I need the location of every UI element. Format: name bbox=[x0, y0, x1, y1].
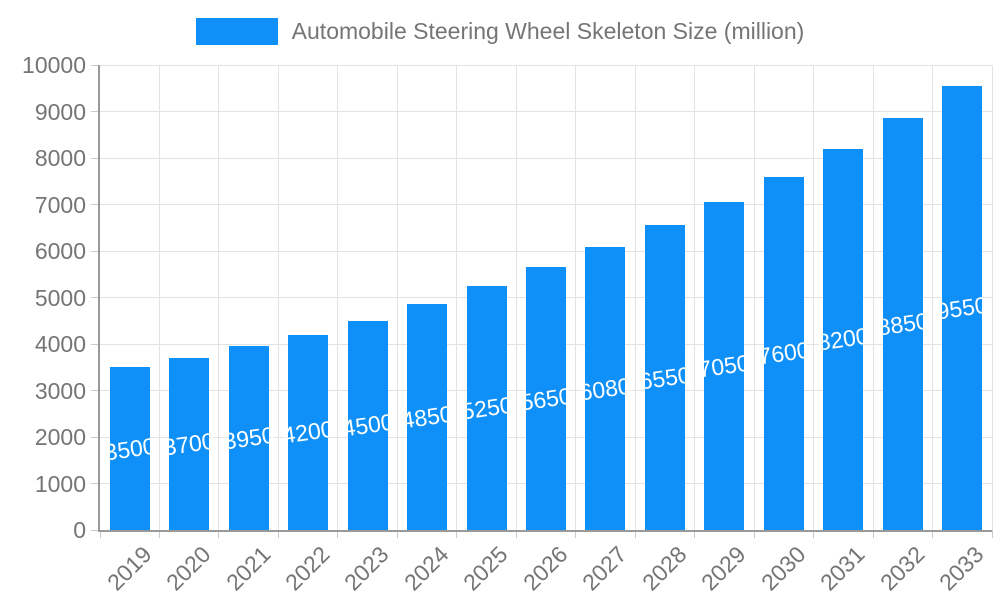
x-tick-label: 2020 bbox=[161, 541, 216, 596]
legend-label: Automobile Steering Wheel Skeleton Size … bbox=[291, 17, 805, 44]
bar-2026 bbox=[526, 267, 566, 530]
bar-2029 bbox=[704, 202, 745, 530]
gridline-vertical bbox=[337, 65, 339, 530]
x-tick-label: 2027 bbox=[577, 541, 632, 596]
y-axis-tick bbox=[91, 111, 100, 112]
y-tick-label: 0 bbox=[73, 517, 86, 543]
gridline-vertical bbox=[396, 65, 398, 530]
y-tick-label: 3000 bbox=[34, 377, 86, 404]
gridline-vertical bbox=[277, 65, 279, 530]
y-axis-tick bbox=[91, 204, 100, 205]
gridline-vertical bbox=[575, 65, 577, 530]
y-axis-tick bbox=[91, 483, 100, 484]
x-tick-label: 2023 bbox=[339, 541, 394, 596]
x-tick-label: 2019 bbox=[101, 541, 157, 596]
x-tick-label: 2032 bbox=[874, 541, 930, 596]
y-axis-tick bbox=[91, 436, 100, 438]
y-tick-label: 10000 bbox=[22, 52, 86, 78]
x-axis-tick bbox=[872, 530, 874, 538]
y-axis-tick bbox=[91, 390, 100, 391]
x-tick-label: 2022 bbox=[279, 541, 335, 596]
bar-2032 bbox=[882, 118, 923, 530]
x-axis-tick bbox=[337, 530, 339, 538]
gridline-vertical bbox=[158, 65, 160, 530]
x-axis-tick bbox=[932, 530, 934, 538]
y-axis-tick bbox=[91, 297, 100, 298]
bar-2025 bbox=[466, 285, 507, 530]
x-tick-label: 2025 bbox=[458, 541, 513, 596]
x-axis-tick bbox=[396, 530, 398, 538]
x-axis-tick bbox=[575, 530, 577, 538]
legend-swatch-icon bbox=[195, 17, 278, 45]
y-tick-label: 7000 bbox=[34, 191, 86, 218]
gridline-vertical bbox=[694, 65, 696, 530]
legend-item[interactable]: Automobile Steering Wheel Skeleton Size … bbox=[0, 14, 1000, 48]
y-tick-label: 8000 bbox=[34, 145, 86, 171]
gridline-vertical bbox=[218, 65, 220, 530]
y-axis-tick bbox=[91, 250, 100, 252]
y-axis-line bbox=[98, 65, 100, 532]
y-tick-label: 1000 bbox=[34, 470, 86, 497]
bar-2030 bbox=[763, 176, 804, 530]
bar-2031 bbox=[823, 148, 864, 530]
x-axis-tick bbox=[158, 530, 160, 538]
y-tick-label: 9000 bbox=[34, 98, 86, 125]
gridline-vertical bbox=[634, 65, 636, 530]
x-axis-tick bbox=[218, 530, 220, 538]
x-axis-line bbox=[98, 530, 992, 532]
y-axis-tick bbox=[91, 529, 100, 531]
gridline-vertical bbox=[991, 65, 993, 530]
x-axis-tick bbox=[694, 530, 696, 538]
y-axis-tick bbox=[91, 343, 100, 345]
bar-value-label: 3500 bbox=[102, 432, 157, 466]
gridline-horizontal bbox=[100, 204, 992, 205]
y-tick-label: 6000 bbox=[34, 238, 86, 264]
x-axis-tick bbox=[456, 530, 458, 538]
x-tick-label: 2029 bbox=[696, 541, 751, 596]
x-tick-label: 2028 bbox=[636, 541, 692, 596]
x-tick-label: 2031 bbox=[815, 541, 870, 596]
x-axis-tick bbox=[277, 530, 279, 538]
bar-value-label: 5650 bbox=[518, 382, 574, 416]
y-tick-label: 4000 bbox=[34, 331, 86, 357]
gridline-vertical bbox=[515, 65, 517, 530]
bar-2028 bbox=[644, 225, 685, 530]
x-axis-tick bbox=[813, 530, 815, 538]
gridline-vertical bbox=[932, 65, 934, 530]
gridline-horizontal bbox=[100, 64, 992, 66]
y-tick-label: 2000 bbox=[34, 424, 86, 450]
gridline-horizontal bbox=[100, 250, 992, 252]
x-axis-tick bbox=[99, 530, 101, 538]
bar-2023 bbox=[347, 320, 388, 530]
gridline-horizontal bbox=[100, 157, 992, 159]
gridline-vertical bbox=[813, 65, 815, 530]
gridline-vertical bbox=[753, 65, 755, 530]
bar-2021 bbox=[228, 346, 269, 530]
bar-2022 bbox=[288, 334, 329, 530]
x-axis-tick bbox=[634, 530, 636, 538]
y-tick-label: 5000 bbox=[34, 284, 86, 311]
y-axis-tick bbox=[91, 64, 100, 66]
x-tick-label: 2033 bbox=[934, 541, 989, 596]
x-axis-tick bbox=[753, 530, 755, 538]
y-axis-tick bbox=[91, 157, 100, 159]
gridline-horizontal bbox=[100, 111, 992, 112]
gridline-vertical bbox=[872, 65, 874, 530]
bar-2020 bbox=[169, 357, 210, 530]
x-tick-label: 2024 bbox=[398, 541, 454, 596]
x-tick-label: 2026 bbox=[517, 541, 573, 596]
x-axis-tick bbox=[991, 530, 993, 538]
x-tick-label: 2021 bbox=[220, 541, 276, 596]
bar-2033 bbox=[942, 85, 983, 530]
bar-2019 bbox=[109, 367, 150, 530]
x-axis-tick bbox=[515, 530, 517, 538]
gridline-vertical bbox=[456, 65, 458, 530]
x-tick-label: 2030 bbox=[755, 541, 811, 596]
bar-2024 bbox=[407, 304, 448, 530]
bar-2027 bbox=[585, 247, 626, 530]
